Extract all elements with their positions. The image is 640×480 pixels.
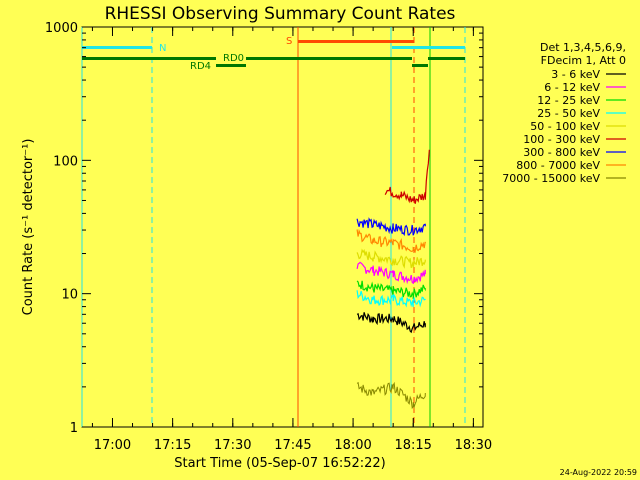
series-line <box>356 228 426 254</box>
y-axis: 1 10 100 1000 <box>45 21 483 436</box>
legend-entry-label: 50 - 100 keV <box>530 120 600 133</box>
x-tick-label: 17:00 <box>94 438 131 453</box>
series-line <box>356 280 426 299</box>
legend-entry-label: 7000 - 15000 keV <box>502 172 600 185</box>
y-axis-label: Count Rate (s⁻¹ detector⁻¹) <box>21 139 36 316</box>
saa-label: S <box>286 36 292 47</box>
legend-entry-label: 3 - 6 keV <box>551 68 600 81</box>
x-tick-label: 17:30 <box>214 438 251 453</box>
x-tick-label: 18:00 <box>334 438 371 453</box>
rd4-label: RD4 <box>190 61 211 72</box>
x-tick-label: 17:15 <box>154 438 191 453</box>
rd4-bar-2 <box>412 64 428 67</box>
x-tick-label: 18:30 <box>455 438 492 453</box>
chart-title: RHESSI Observing Summary Count Rates <box>105 4 456 24</box>
saa-bar <box>298 40 414 43</box>
series-line <box>356 290 426 308</box>
legend-entry-label: 800 - 7000 keV <box>516 159 600 172</box>
x-tick-label: 17:45 <box>274 438 311 453</box>
rd0-label: RD0 <box>223 53 244 64</box>
series-line <box>356 381 426 410</box>
night-label: N <box>159 43 166 54</box>
legend-entry-label: 300 - 800 keV <box>523 146 600 159</box>
rd0-bar-3 <box>428 57 465 60</box>
data-series <box>356 149 430 410</box>
legend-entry-label: 12 - 25 keV <box>537 94 600 107</box>
x-axis-label: Start Time (05-Sep-07 16:52:22) <box>174 456 385 471</box>
x-tick-label: 18:15 <box>394 438 431 453</box>
night-bar <box>82 46 152 49</box>
y-tick-label: 10 <box>61 288 78 303</box>
legend-header: FDecim 1, Att 0 <box>541 54 626 67</box>
legend-entry-label: 25 - 50 keV <box>537 107 600 120</box>
rd0-bar-2 <box>246 57 412 60</box>
legend: Det 1,3,4,5,6,9,FDecim 1, Att 03 - 6 keV… <box>502 41 626 185</box>
series-line <box>356 248 426 269</box>
y-tick-label: 1 <box>70 421 78 436</box>
rd0-bar-1 <box>82 57 216 60</box>
legend-entry-label: 6 - 12 keV <box>544 81 600 94</box>
rd4-bar-1 <box>216 64 246 67</box>
series-line <box>356 261 426 285</box>
series-line <box>356 217 426 237</box>
series-line <box>384 149 430 204</box>
legend-entry-label: 100 - 300 keV <box>523 133 600 146</box>
legend-header: Det 1,3,4,5,6,9, <box>540 41 626 54</box>
x-axis: 17:00 17:15 17:30 17:45 18:00 18:15 18:30 <box>91 27 492 453</box>
series-line <box>356 312 426 334</box>
night-bar-2 <box>392 46 465 49</box>
y-tick-label: 100 <box>53 154 78 169</box>
footer-date: 24-Aug-2022 20:59 <box>560 468 637 477</box>
y-tick-label: 1000 <box>45 21 78 36</box>
